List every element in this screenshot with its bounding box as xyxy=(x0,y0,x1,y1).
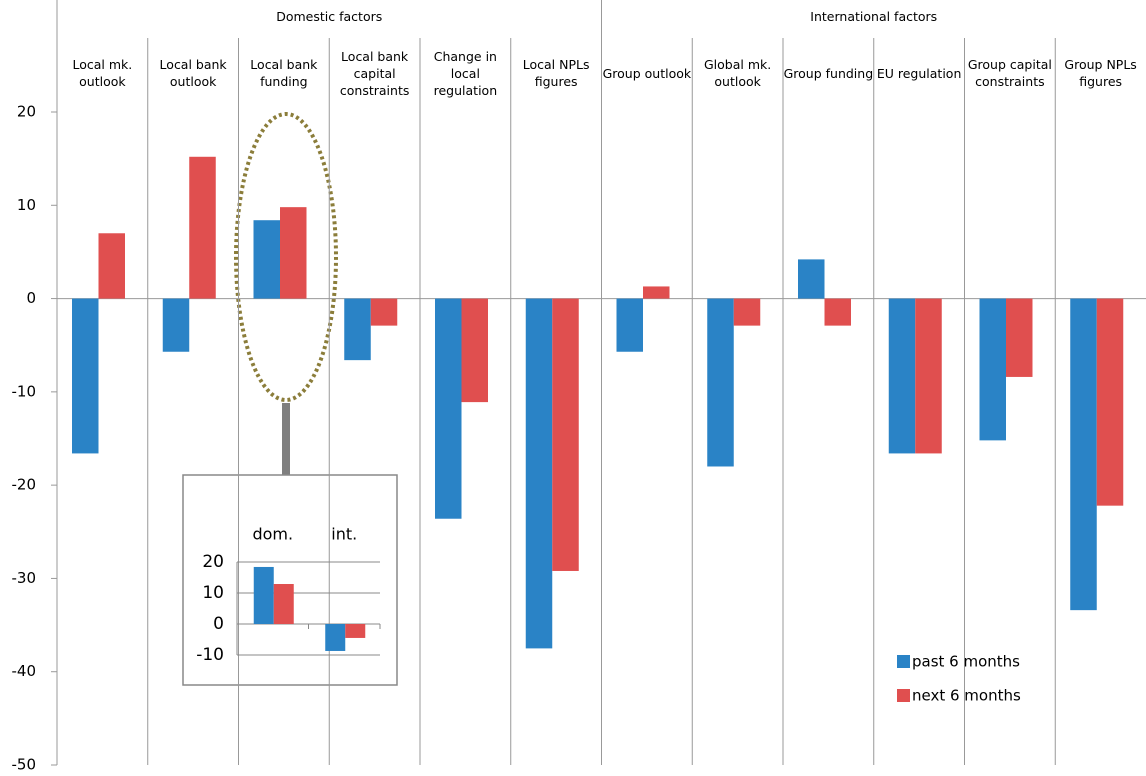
x-tick-label: Local bank capital constraints xyxy=(339,48,410,98)
inset-y-tick-label: 20 xyxy=(202,552,224,572)
inset-y-tick-label: 0 xyxy=(213,614,224,634)
bar xyxy=(552,298,579,571)
group-label: Domestic factors xyxy=(276,9,383,24)
bar xyxy=(915,298,942,454)
inset-bar xyxy=(325,624,346,651)
arrow-shaft xyxy=(282,403,290,485)
highlight-ellipse xyxy=(234,112,338,402)
bar xyxy=(280,207,307,299)
legend-label: next 6 months xyxy=(912,687,1021,705)
bar xyxy=(1096,298,1124,506)
inset-bar xyxy=(273,584,294,624)
y-tick-label: -20 xyxy=(12,476,37,494)
bar xyxy=(98,233,125,299)
y-tick-label: -10 xyxy=(12,382,37,400)
bar xyxy=(733,298,761,326)
inset-bar xyxy=(253,566,274,624)
bar xyxy=(824,298,851,326)
inset-y-tick-label: -10 xyxy=(196,645,224,665)
bar xyxy=(616,298,643,352)
bar xyxy=(798,259,825,299)
bar xyxy=(72,298,99,454)
x-tick-label: Global mk. outlook xyxy=(704,57,772,89)
bar xyxy=(1070,298,1097,611)
bar xyxy=(643,286,670,299)
x-tick-label: Group funding xyxy=(783,65,874,81)
inset-y-tick-label: 10 xyxy=(202,583,224,603)
y-tick-label: 0 xyxy=(26,289,36,307)
bar xyxy=(253,220,280,299)
inset-category-label: dom. xyxy=(252,525,293,544)
bar xyxy=(1006,298,1033,377)
y-tick-label: 10 xyxy=(17,196,36,214)
x-tick-label: Group capital constraints xyxy=(967,57,1052,89)
y-tick-label: -40 xyxy=(12,662,37,680)
bar xyxy=(162,298,190,352)
x-tick-label: Change in local regulation xyxy=(433,48,498,98)
bar xyxy=(189,156,216,299)
y-tick-label: -50 xyxy=(12,756,37,774)
group-label: International factors xyxy=(810,9,938,24)
bar xyxy=(707,298,734,467)
inset-category-label: int. xyxy=(331,525,357,544)
legend-label: past 6 months xyxy=(912,653,1020,671)
y-tick-label: 20 xyxy=(17,103,36,121)
x-tick-label: EU regulation xyxy=(876,65,962,81)
inset-frame xyxy=(182,474,398,686)
bar xyxy=(370,298,398,326)
x-tick-label: Group NPLs figures xyxy=(1064,57,1137,89)
x-tick-label: Local bank funding xyxy=(250,57,318,89)
bar xyxy=(888,298,916,454)
legend-swatch xyxy=(897,655,910,668)
x-tick-label: Local bank outlook xyxy=(159,57,227,89)
bar xyxy=(344,298,371,361)
legend-swatch xyxy=(897,689,910,702)
bar xyxy=(435,298,462,519)
x-tick-label: Group outlook xyxy=(602,65,692,81)
bar xyxy=(979,298,1006,441)
bar xyxy=(525,298,553,649)
bar xyxy=(461,298,488,403)
y-tick-label: -30 xyxy=(12,569,37,587)
inset-bar xyxy=(345,624,366,638)
x-tick-label: Local NPLs figures xyxy=(522,57,590,89)
x-tick-label: Local mk. outlook xyxy=(72,57,133,89)
